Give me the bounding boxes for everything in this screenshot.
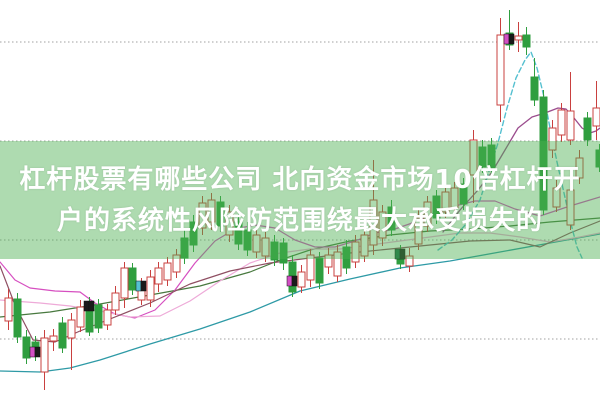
ma-cyan-dashed [437, 51, 583, 259]
ma-slow-teal [0, 233, 600, 373]
headline-banner: 杠杆股票有哪些公司 北向资金市场10倍杠杆开 户的系统性风险防范围绕最大承受损失… [0, 141, 600, 259]
headline-line-1: 杠杆股票有哪些公司 北向资金市场10倍杠杆开 [19, 164, 581, 195]
ma-maroon [0, 220, 600, 343]
headline-line-2: 户的系统性风险防范围绕最大承受损失的 [56, 205, 543, 236]
